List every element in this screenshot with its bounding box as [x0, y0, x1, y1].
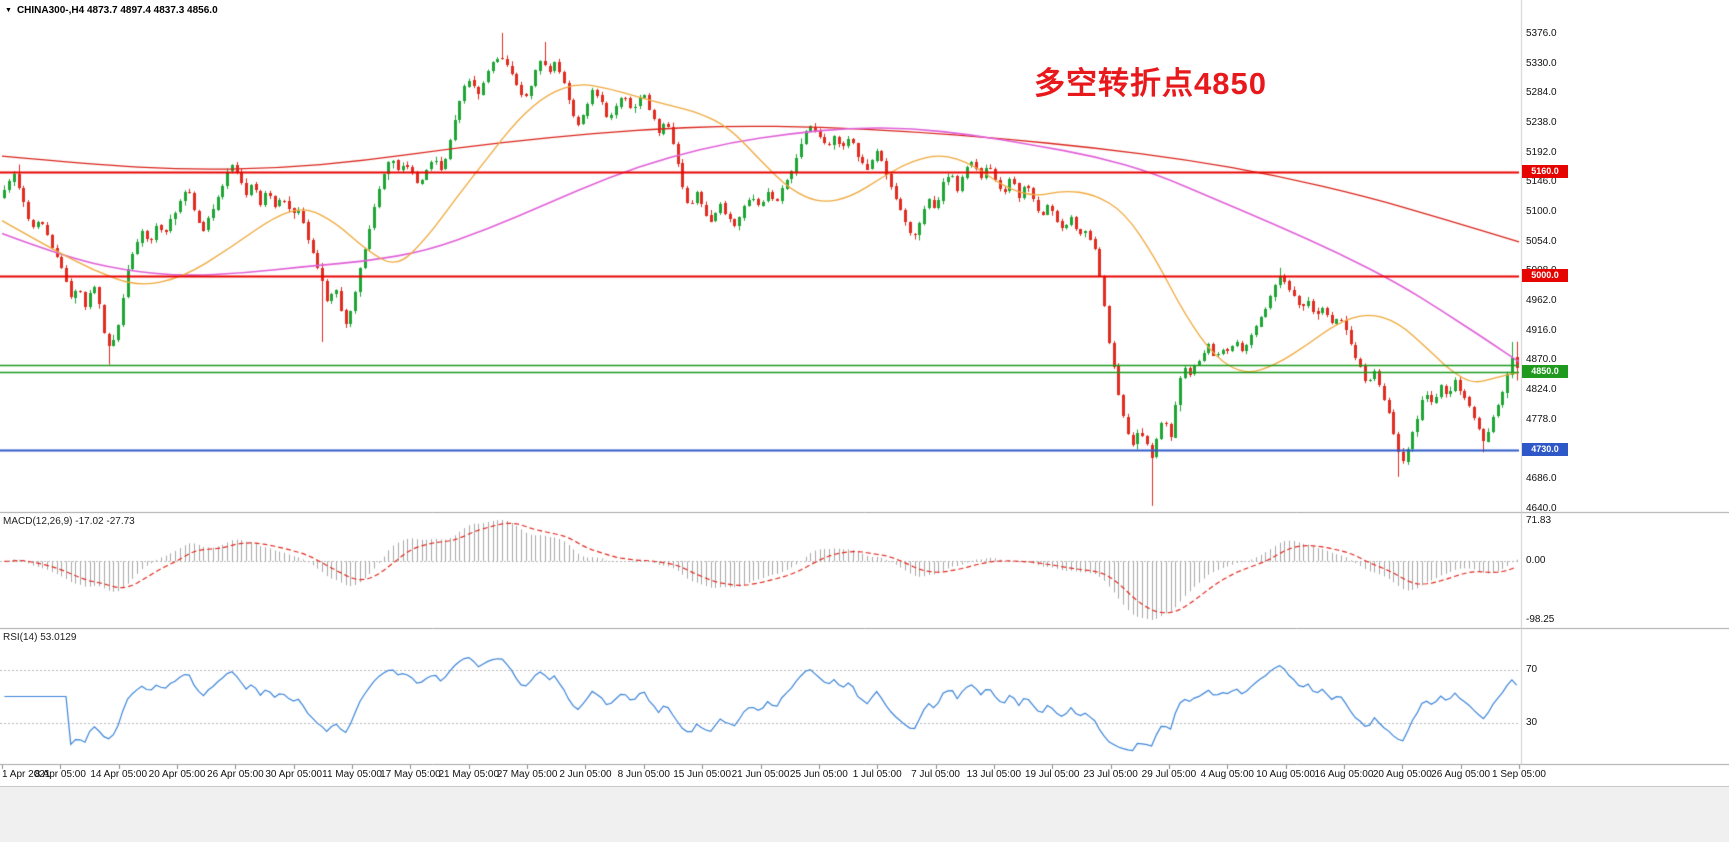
price-scale-label: 4640.0: [1526, 502, 1557, 514]
time-axis-label: 1 Apr 2021: [2, 769, 51, 780]
time-axis-label: 13 Jul 05:00: [966, 769, 1022, 780]
time-axis-label: 1 Jul 05:00: [852, 769, 902, 780]
window-footer-strip: [0, 786, 1729, 842]
rsi-level-label: 70: [1526, 663, 1538, 675]
price-scale-label: 5284.0: [1526, 87, 1557, 99]
time-axis-label: 26 Aug 05:00: [1431, 769, 1491, 780]
time-axis-label: 7 Jul 05:00: [911, 769, 960, 780]
time-axis-label: 14 Apr 05:00: [90, 769, 148, 780]
price-line-badge-4730[interactable]: 4730.0: [1522, 442, 1568, 456]
macd-indicator-label: MACD(12,26,9) -17.02 -27.73: [3, 516, 135, 527]
time-axis-label: 25 Jun 05:00: [789, 769, 848, 780]
price-scale-label: 4916.0: [1526, 324, 1557, 336]
price-scale-label: 5100.0: [1526, 205, 1557, 217]
time-axis-label: 26 Apr 05:00: [207, 769, 264, 780]
price-line-badge-5160[interactable]: 5160.0: [1522, 165, 1568, 179]
time-axis-label: 8 Jun 05:00: [617, 769, 670, 780]
price-scale-label: 5192.0: [1526, 146, 1557, 158]
time-axis-label: 17 May 05:00: [380, 769, 441, 780]
collapse-chart-icon[interactable]: ▼: [5, 6, 12, 14]
time-axis-label: 4 Aug 05:00: [1200, 769, 1254, 780]
annotation-text: 多空转折点4850: [1034, 66, 1267, 101]
time-axis-label: 1 Sep 05:00: [1492, 769, 1546, 780]
price-scale-label: 5146.0: [1526, 176, 1557, 188]
rsi-indicator-label: RSI(14) 53.0129: [3, 632, 77, 643]
time-axis-label: 21 May 05:00: [438, 769, 500, 780]
price-scale-label: 5054.0: [1526, 235, 1557, 247]
time-axis-label: 15 Jun 05:00: [673, 769, 732, 780]
price-scale-label: 5330.0: [1526, 57, 1557, 69]
time-axis-label: 10 Aug 05:00: [1256, 769, 1316, 780]
macd-scale-label: -98.25: [1526, 614, 1555, 625]
price-scale-label: 4686.0: [1526, 473, 1557, 485]
time-axis-label: 27 May 05:00: [496, 769, 558, 780]
symbol-info-bar: ▼ CHINA300-,H4 4873.7 4897.4 4837.3 4856…: [5, 5, 218, 16]
price-scale-label: 5238.0: [1526, 116, 1557, 128]
price-scale-label: 4778.0: [1526, 413, 1557, 425]
price-line-badge-5000[interactable]: 5000.0: [1522, 268, 1568, 282]
time-axis-label: 30 Apr 05:00: [265, 769, 323, 780]
price-scale-label: 4962.0: [1526, 295, 1557, 307]
macd-scale-label: 0.00: [1526, 555, 1546, 567]
price-scale-label: 4870.0: [1526, 354, 1557, 366]
price-scale-label: 4824.0: [1526, 384, 1557, 396]
price-scale-label: 5376.0: [1526, 27, 1557, 39]
macd-scale-label: 71.83: [1526, 515, 1552, 526]
time-axis-label: 8 Apr 05:00: [34, 769, 86, 780]
time-axis-label: 20 Apr 05:00: [148, 769, 206, 780]
price-line-badge-4850[interactable]: 4850.0: [1522, 365, 1568, 379]
time-axis-label: 16 Aug 05:00: [1314, 769, 1374, 780]
time-axis-label: 19 Jul 05:00: [1024, 769, 1080, 780]
time-axis-label: 2 Jun 05:00: [559, 769, 612, 780]
symbol-ohlc-text: CHINA300-,H4 4873.7 4897.4 4837.3 4856.0: [16, 5, 218, 16]
time-axis-label: 20 Aug 05:00: [1372, 769, 1432, 780]
rsi-level-label: 30: [1526, 717, 1538, 729]
time-axis-label: 21 Jun 05:00: [731, 769, 790, 780]
time-axis-label: 29 Jul 05:00: [1141, 769, 1197, 780]
time-axis-label: 23 Jul 05:00: [1083, 769, 1138, 780]
time-axis-label: 11 May 05:00: [322, 769, 382, 780]
